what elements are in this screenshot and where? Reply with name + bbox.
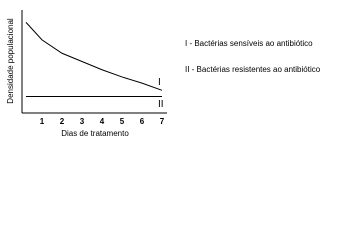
- x-tick-label: 4: [100, 117, 105, 126]
- chart: Densidade populacional Dias de tratament…: [6, 10, 321, 138]
- legend-text: II - Bactérias resistentes ao antibiótic…: [185, 65, 321, 74]
- x-tick-label: 7: [160, 117, 165, 126]
- line: [25, 22, 163, 91]
- legend-text: I - Bactérias sensíveis ao antibiótico: [185, 39, 313, 48]
- x-tick-label: 1: [40, 117, 45, 126]
- line-label: II: [158, 99, 164, 110]
- line-label: I: [158, 77, 161, 88]
- x-tick-label: 5: [120, 117, 125, 126]
- x-tick-label: 2: [60, 117, 65, 126]
- x-tick-label: 6: [140, 117, 145, 126]
- x-tick-label: 3: [80, 117, 85, 126]
- y-axis-label: Densidade populacional: [6, 18, 15, 104]
- x-axis-label: Dias de tratamento: [61, 129, 129, 138]
